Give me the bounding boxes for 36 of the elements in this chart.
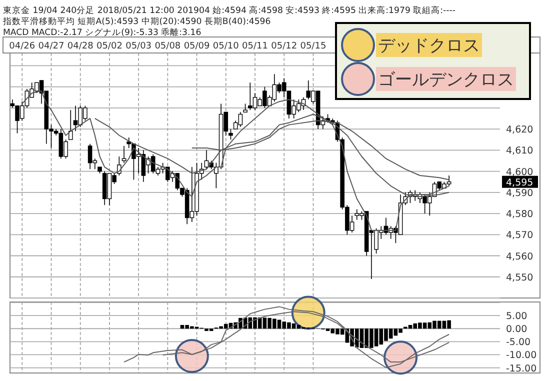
chart-title: 東京金 19/04 240分足 2018/05/21 12:00 201904 始:4594 高:4598 安:4593 終:4595 出来高:1979 取組高:---- [3,5,456,16]
x-tick-label: 05/11 [242,42,268,52]
point [384,340,418,375]
y-tick-label: 5.00 [506,311,528,322]
x-tick-label: 05/02 [96,42,122,52]
x-tick-label: 04/28 [67,42,94,52]
y-tick-label: 4,560 [506,251,534,262]
candlestick [228,128,233,140]
x-tick-label: 04/26 [9,42,36,52]
line-series [124,306,450,368]
y-tick-label: 4,620 [506,124,534,136]
y-tick-label: -15.00 [506,363,537,374]
x-tick-label: 04/27 [38,42,64,52]
y-tick-label: 4,590 [506,188,534,199]
y-tick-label: 4,570 [506,230,534,242]
x-tick-label: 05/10 [212,42,240,52]
x-tick-label: 05/08 [154,42,181,52]
legend-label: デッドクロス [378,36,480,56]
y-tick-label: -10.00 [506,350,537,362]
x-tick-label: 05/15 [300,42,326,52]
x-tick-label: 05/12 [271,42,298,52]
y-tick-label: 4,600 [506,166,534,178]
y-tick-label: 4,580 [506,209,534,220]
candlestick [68,110,73,140]
text: MACD MACD:-2.17 シグナル(9):-5.33 乖離:3.16 [3,27,202,38]
x-tick-label: 05/03 [126,42,152,52]
chart-subtitle: 指数平滑移動平均 短期A(5):4593 中期(20):4590 長期B(40):4596 [2,16,271,27]
y-tick-label: 4,550 [506,272,534,284]
point [174,339,209,374]
point [291,296,326,330]
x-tick-label: 05/09 [184,42,210,52]
legend-label: ゴールデンクロス [378,70,514,90]
annotation: 4,595 [506,177,534,188]
y-tick-label: -5.00 [506,337,531,348]
y-tick-label: 4,610 [506,146,534,157]
y-tick-label: 0.00 [506,324,528,336]
